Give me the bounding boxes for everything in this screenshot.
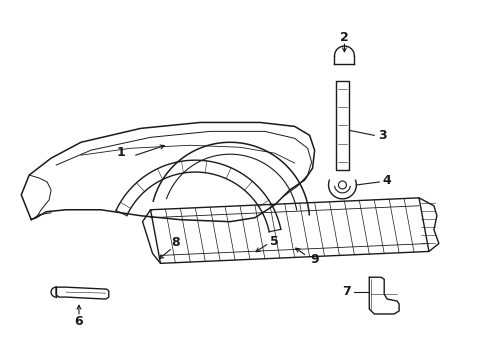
Text: 2: 2 — [340, 31, 349, 44]
Text: 5: 5 — [270, 235, 279, 248]
Text: 1: 1 — [116, 146, 125, 159]
Text: 9: 9 — [310, 253, 319, 266]
Text: 3: 3 — [378, 129, 387, 142]
Text: 7: 7 — [342, 285, 351, 298]
Text: 6: 6 — [74, 315, 83, 328]
Text: 4: 4 — [383, 175, 392, 188]
Text: 8: 8 — [171, 236, 180, 249]
